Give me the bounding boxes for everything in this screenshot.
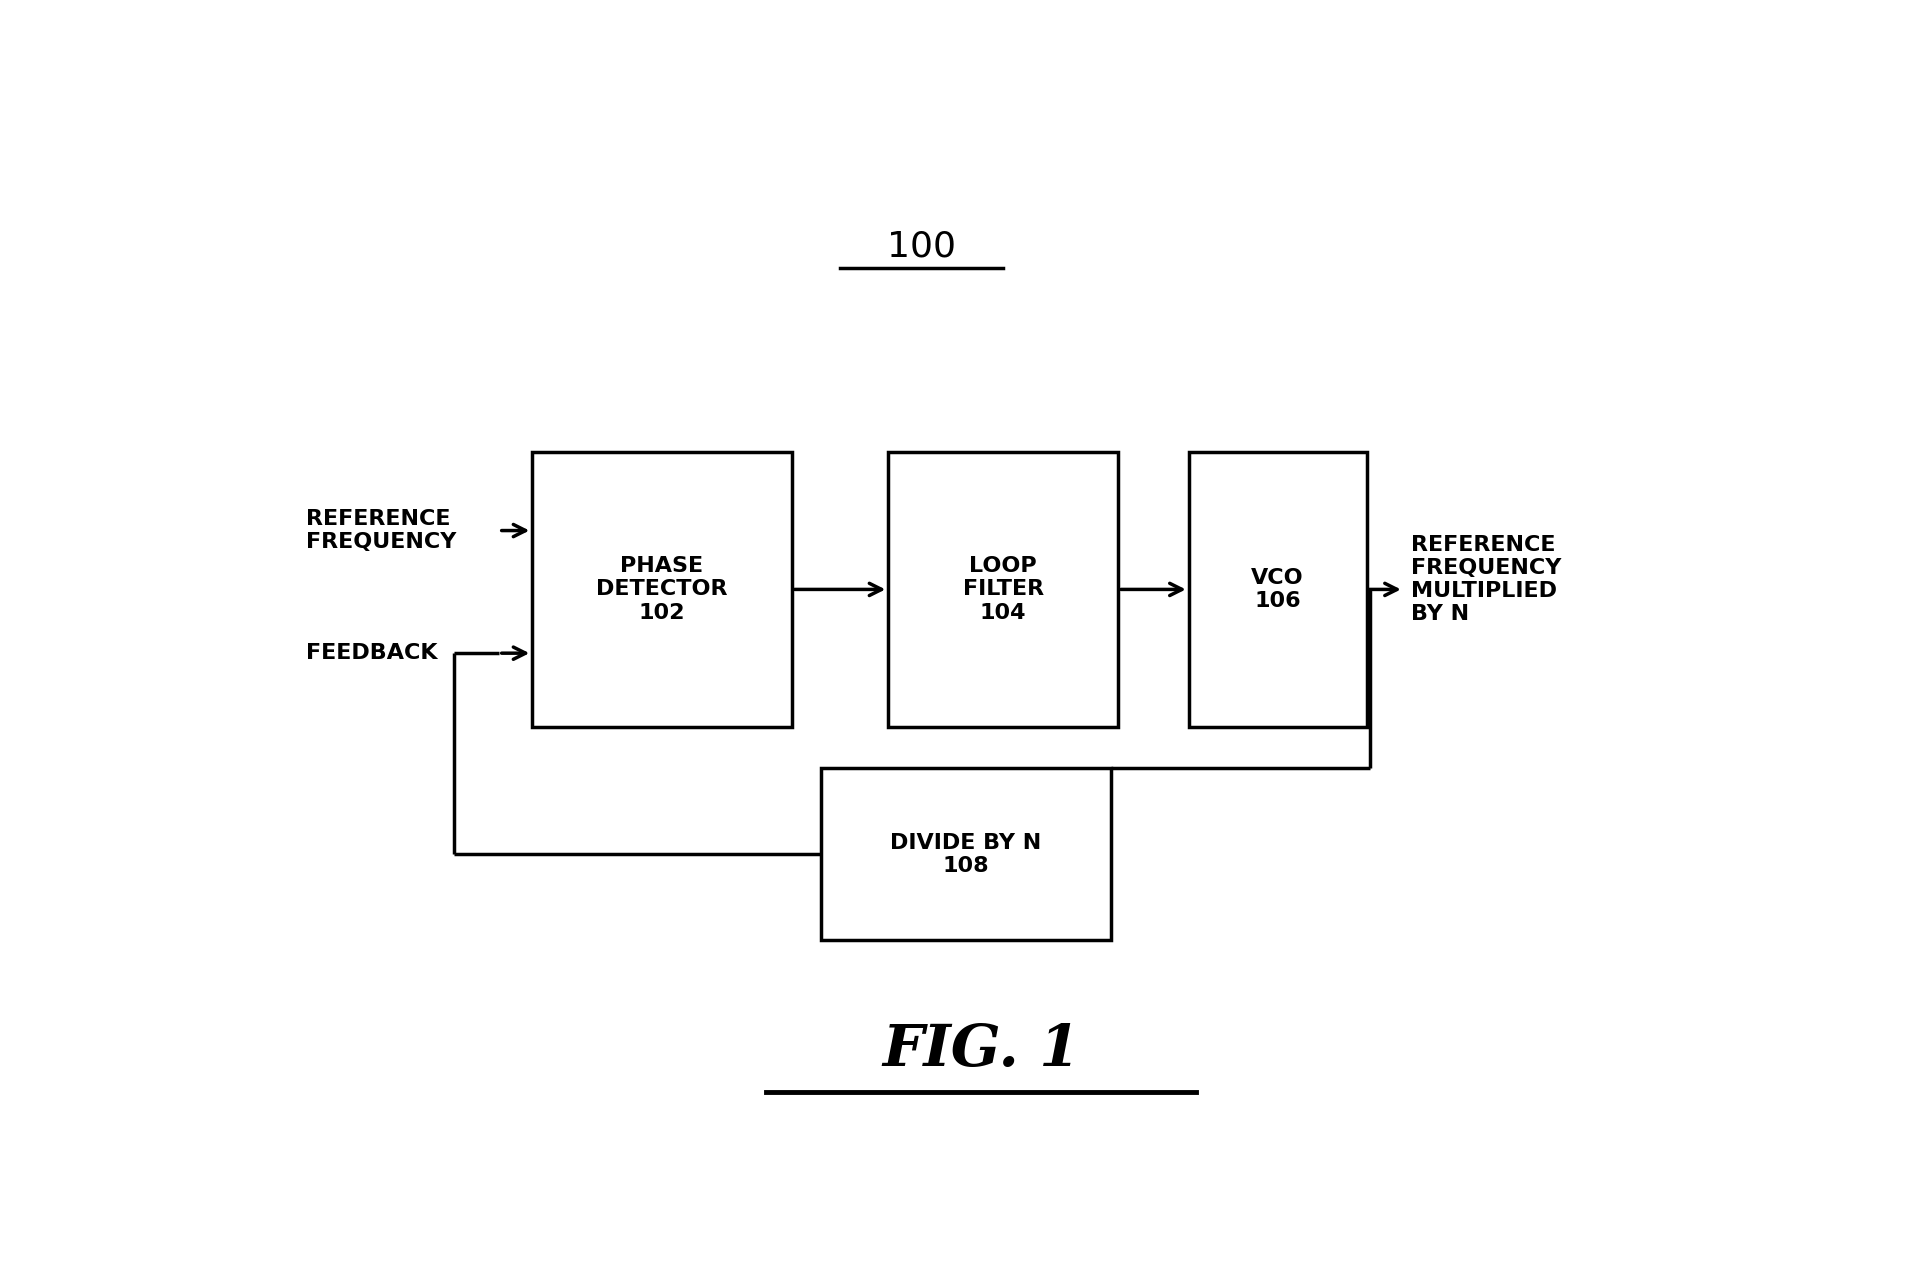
Text: LOOP
FILTER
104: LOOP FILTER 104 [963, 557, 1043, 623]
Text: FIG. 1: FIG. 1 [882, 1022, 1079, 1079]
Text: FEEDBACK: FEEDBACK [306, 643, 438, 664]
Bar [888, 452, 1118, 726]
Bar [532, 452, 792, 726]
Text: REFERENCE
FREQUENCY: REFERENCE FREQUENCY [306, 508, 456, 552]
Text: PHASE
DETECTOR
102: PHASE DETECTOR 102 [597, 557, 727, 623]
Bar [821, 768, 1110, 940]
Bar [1189, 452, 1367, 726]
Text: 100: 100 [886, 229, 957, 262]
Text: DIVIDE BY N
108: DIVIDE BY N 108 [890, 833, 1041, 877]
Text: REFERENCE
FREQUENCY
MULTIPLIED
BY N: REFERENCE FREQUENCY MULTIPLIED BY N [1411, 535, 1562, 624]
Text: VCO
106: VCO 106 [1252, 568, 1303, 612]
